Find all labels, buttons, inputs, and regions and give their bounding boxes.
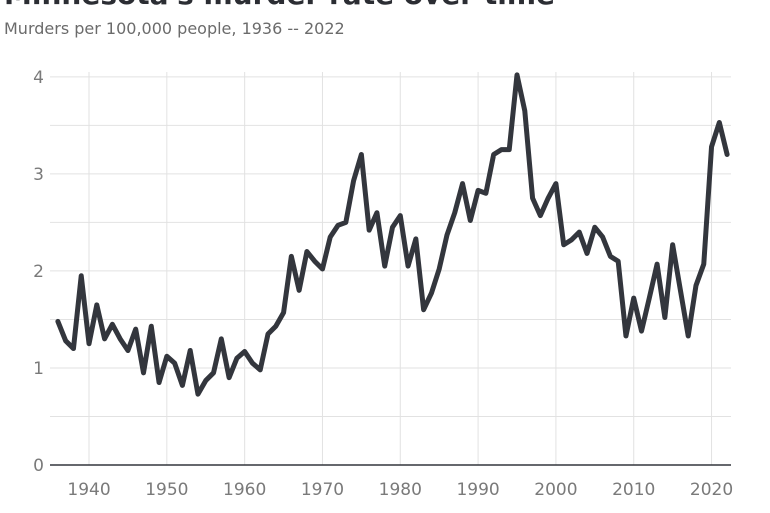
x-tick-label: 2010 [612,480,655,500]
x-tick-label: 1990 [456,480,499,500]
x-tick-label: 2000 [534,480,577,500]
data-line [55,72,730,397]
y-tick-label: 2 [33,262,44,282]
x-tick-label: 1970 [301,480,344,500]
y-tick-label: 0 [33,456,44,476]
x-tick-label: 2020 [690,480,733,500]
x-tick-label: 1980 [379,480,422,500]
y-tick-label: 1 [33,359,44,379]
y-tick-label: 4 [33,68,44,88]
y-tick-label: 3 [33,165,44,185]
x-tick-label: 1950 [145,480,188,500]
x-tick-label: 1940 [67,480,110,500]
chart-title: Minnesota's murder rate over time [4,0,555,11]
chart-subtitle: Murders per 100,000 people, 1936 -- 2022 [4,19,345,38]
x-tick-label: 1960 [223,480,266,500]
